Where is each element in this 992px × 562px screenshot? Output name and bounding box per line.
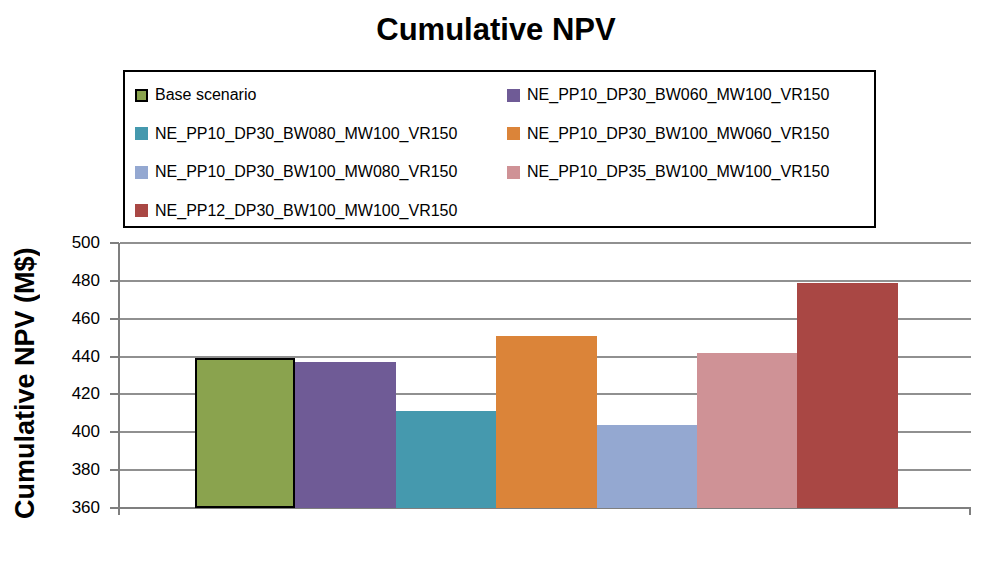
y-tick-label: 500 [42, 233, 100, 253]
bar[interactable] [396, 411, 496, 509]
chart-container: Cumulative NPV Base scenarioNE_PP10_DP30… [0, 0, 992, 562]
bar[interactable] [295, 362, 395, 508]
bar[interactable] [797, 283, 897, 508]
bar[interactable] [697, 353, 797, 508]
y-tick-label: 400 [42, 422, 100, 442]
bar[interactable] [195, 358, 295, 509]
y-axis-line [118, 243, 120, 515]
bar[interactable] [597, 425, 697, 508]
x-axis-end-tick-icon [969, 508, 971, 515]
y-tick-label: 440 [42, 347, 100, 367]
plot-area: 360 380 400 420 440 460 480 500 [0, 0, 992, 562]
gridline [120, 280, 971, 282]
y-tick-label: 360 [42, 498, 100, 518]
y-tick-label: 480 [42, 271, 100, 291]
y-tick-label: 420 [42, 384, 100, 404]
y-tick-label: 380 [42, 460, 100, 480]
y-tick-label: 460 [42, 309, 100, 329]
gridline [120, 242, 971, 244]
bar[interactable] [496, 336, 596, 508]
